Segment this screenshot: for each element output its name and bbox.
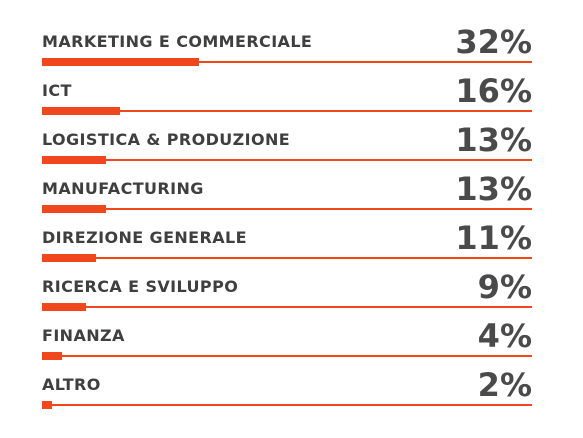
bar-row: MANUFACTURING 13% (42, 170, 532, 217)
category-label: RICERCA E SVILUPPO (42, 277, 239, 296)
bar-track (42, 404, 532, 406)
bar-track (42, 110, 532, 112)
value-label: 13% (455, 170, 532, 208)
category-label: MARKETING E COMMERCIALE (42, 32, 313, 51)
bar-row: RICERCA E SVILUPPO 9% (42, 268, 532, 315)
category-label: ALTRO (42, 375, 101, 394)
bar-fill (42, 303, 87, 311)
category-label: FINANZA (42, 326, 125, 345)
bar-row: FINANZA 4% (42, 317, 532, 364)
bar-track (42, 61, 532, 63)
bar-row: MARKETING E COMMERCIALE 32% (42, 23, 532, 70)
value-label: 11% (455, 219, 532, 257)
category-label: MANUFACTURING (42, 179, 204, 198)
bar-fill (42, 254, 96, 262)
bar-fill (42, 107, 121, 115)
bar-track (42, 208, 532, 210)
value-label: 32% (455, 23, 532, 61)
bar-fill (42, 156, 106, 164)
bar-fill (42, 205, 106, 213)
bar-track (42, 355, 532, 357)
value-label: 2% (477, 366, 532, 404)
value-label: 4% (477, 317, 532, 355)
bar-fill (42, 352, 62, 360)
bar-track (42, 159, 532, 161)
bar-track (42, 257, 532, 259)
category-label: ICT (42, 81, 72, 100)
value-label: 16% (455, 72, 532, 110)
bar-track (42, 306, 532, 308)
category-label: DIREZIONE GENERALE (42, 228, 247, 247)
value-label: 13% (455, 121, 532, 159)
category-label: LOGISTICA & PRODUZIONE (42, 130, 291, 149)
bar-fill (42, 401, 52, 409)
bar-row: DIREZIONE GENERALE 11% (42, 219, 532, 266)
bar-row: ICT 16% (42, 72, 532, 119)
bar-row: LOGISTICA & PRODUZIONE 13% (42, 121, 532, 168)
bar-row: ALTRO 2% (42, 366, 532, 413)
bar-fill (42, 58, 199, 66)
value-label: 9% (477, 268, 532, 306)
